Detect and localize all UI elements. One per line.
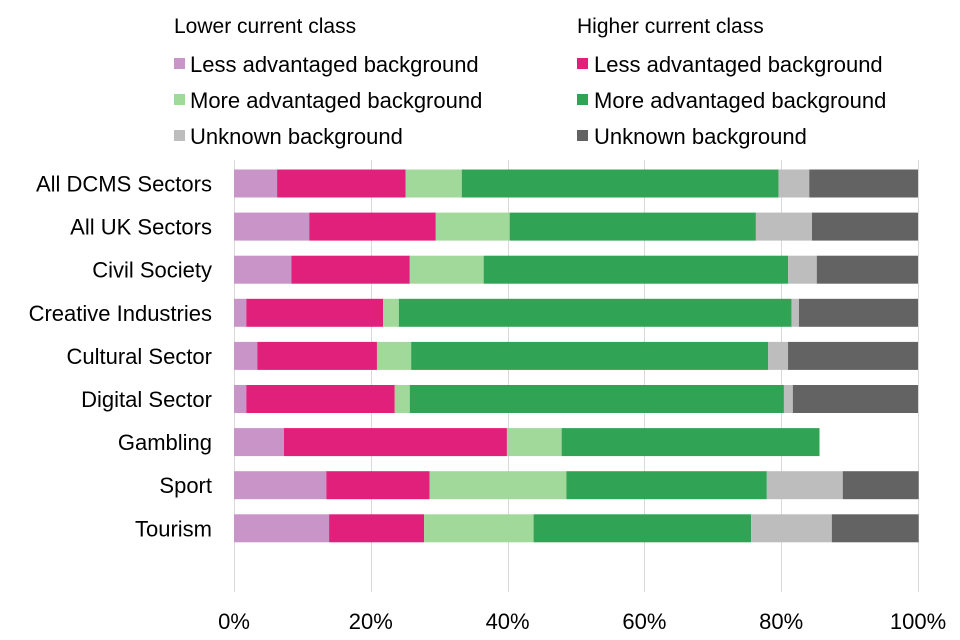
legend-group-title: Lower current class: [174, 15, 356, 38]
x-axis-tick-labels: 0% 20% 40% 60% 80% 100%: [218, 609, 946, 634]
bar-segment: [398, 298, 792, 327]
category-label: Civil Society: [92, 258, 212, 283]
category-label: All UK Sectors: [70, 215, 212, 240]
legend-entry-label: Less advantaged background: [594, 52, 883, 77]
x-tick-label: 100%: [890, 609, 946, 634]
bar-segment: [435, 212, 510, 241]
bar-segment: [383, 298, 399, 327]
bar-segment: [291, 255, 410, 284]
bar-segment: [376, 341, 412, 370]
bar-segment: [792, 385, 918, 413]
category-label: All DCMS Sectors: [36, 172, 212, 197]
bar-segment: [309, 212, 436, 241]
bar-segment: [461, 169, 779, 198]
bar-segment: [234, 428, 284, 457]
legend-swatch: [577, 130, 588, 141]
legend-swatch: [174, 58, 185, 69]
bar-segment: [768, 341, 789, 370]
bar-segment: [483, 255, 789, 284]
x-tick-label: 40%: [486, 609, 530, 634]
bar-segment: [246, 298, 384, 327]
x-tick-label: 0%: [218, 609, 250, 634]
bar-segment: [411, 341, 769, 370]
bars: [234, 169, 919, 543]
bar-segment: [788, 255, 817, 284]
bar-segment: [783, 385, 793, 413]
bar-segment: [424, 514, 534, 543]
bar-segment: [809, 169, 918, 198]
bar-segment: [405, 169, 462, 198]
legend-swatch: [174, 130, 185, 141]
legend-entry-label: Unknown background: [190, 124, 403, 149]
bar-segment: [831, 514, 919, 543]
x-tick-label: 20%: [349, 609, 393, 634]
category-labels: All DCMS Sectors All UK Sectors Civil Soci…: [29, 172, 212, 542]
bar-segment: [329, 514, 425, 543]
bar-segment: [234, 255, 292, 284]
category-label: Digital Sector: [81, 387, 212, 412]
bar-segment: [234, 471, 327, 500]
bar-segment: [778, 169, 810, 198]
category-label: Cultural Sector: [66, 344, 212, 369]
bar-segment: [566, 471, 767, 500]
bar-segment: [394, 385, 410, 413]
legend-swatch: [174, 94, 185, 105]
bar-segment: [283, 428, 507, 457]
bar-segment: [246, 385, 395, 413]
bar-segment: [561, 428, 820, 457]
x-tick-label: 60%: [622, 609, 666, 634]
bar-segment: [234, 341, 258, 370]
bar-segment: [277, 169, 406, 198]
bar-segment: [506, 428, 562, 457]
category-label: Tourism: [135, 516, 212, 541]
bar-segment: [234, 514, 330, 543]
x-tick-label: 80%: [759, 609, 803, 634]
bar-segment: [234, 212, 310, 241]
legend-swatch: [577, 94, 588, 105]
legend-group-title: Higher current class: [577, 15, 764, 38]
bar-segment: [326, 471, 430, 500]
legend: Lower current class Less advantaged backg…: [174, 15, 886, 149]
bar-segment: [234, 169, 278, 198]
category-label: Creative Industries: [29, 301, 212, 326]
category-label: Sport: [159, 473, 212, 498]
bar-segment: [798, 298, 918, 327]
bar-segment: [409, 255, 484, 284]
bar-segment: [766, 471, 843, 500]
bar-segment: [533, 514, 752, 543]
bar-segment: [751, 514, 832, 543]
bar-segment: [234, 385, 247, 413]
legend-entry-label: More advantaged background: [594, 88, 886, 113]
bar-segment: [842, 471, 919, 500]
bar-segment: [791, 298, 799, 327]
category-label: Gambling: [118, 430, 212, 455]
bar-segment: [257, 341, 377, 370]
legend-swatch: [577, 58, 588, 69]
legend-entry-label: Less advantaged background: [190, 52, 479, 77]
bar-segment: [816, 255, 918, 284]
bar-segment: [755, 212, 812, 241]
bar-segment: [788, 341, 918, 370]
bar-segment: [234, 298, 247, 327]
legend-entry-label: More advantaged background: [190, 88, 482, 113]
bar-segment: [409, 385, 784, 413]
legend-entry-label: Unknown background: [594, 124, 807, 149]
bar-segment: [509, 212, 756, 241]
bar-segment: [429, 471, 567, 500]
bar-segment: [811, 212, 918, 241]
